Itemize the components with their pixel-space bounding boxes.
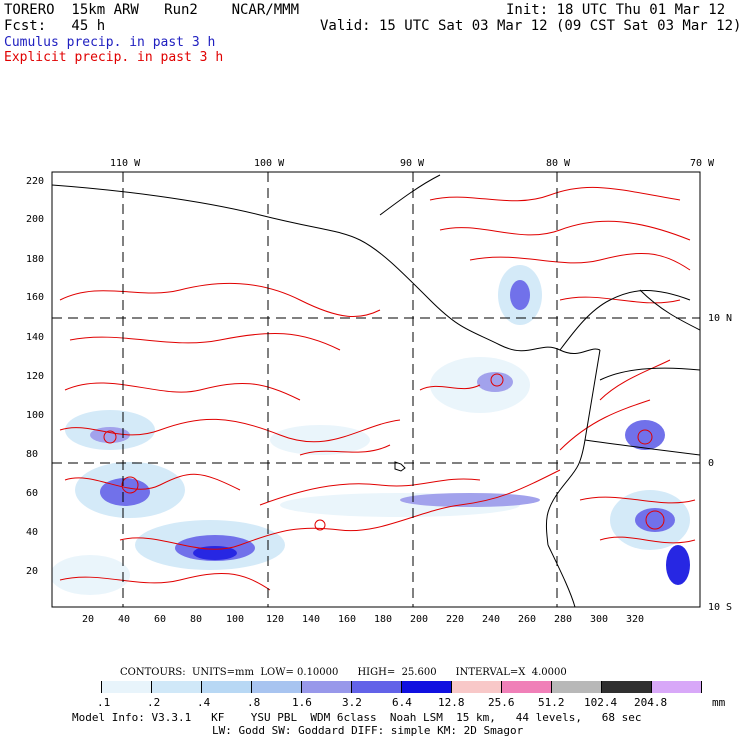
map-frame xyxy=(51,171,701,608)
colorbar-bin xyxy=(302,681,352,693)
colorbar-label: 12.8 xyxy=(438,696,465,709)
y-label: 220 xyxy=(26,176,45,187)
colorbar-label: .2 xyxy=(147,696,161,709)
y-label: 200 xyxy=(26,214,45,225)
x-label: 220 xyxy=(446,614,465,625)
latlon-grid xyxy=(52,172,700,607)
x-label: 160 xyxy=(338,614,357,625)
cumulus-legend: Cumulus precip. in past 3 h xyxy=(4,35,216,50)
y-label: 60 xyxy=(26,488,39,499)
colorbar-units: mm xyxy=(712,696,726,709)
model-physics: LW: Godd SW: Goddard DIFF: simple KM: 2D… xyxy=(212,724,524,737)
x-label: 140 xyxy=(302,614,321,625)
y-label: 180 xyxy=(26,254,45,265)
lon-label-110w: 110 W xyxy=(110,158,141,169)
colorbar-bin xyxy=(352,681,402,693)
lon-label-70w: 70 W xyxy=(690,158,715,169)
x-label: 200 xyxy=(410,614,429,625)
lat-label-10s: 10 S xyxy=(708,602,733,613)
x-label: 280 xyxy=(554,614,573,625)
model-info: Model Info: V3.3.1 KF YSU PBL WDM 6class… xyxy=(72,711,642,724)
x-label: 180 xyxy=(374,614,393,625)
x-label: 60 xyxy=(154,614,167,625)
colorbar-bin xyxy=(102,681,152,693)
x-label: 80 xyxy=(190,614,203,625)
lon-label-80w: 80 W xyxy=(546,158,571,169)
x-label: 260 xyxy=(518,614,537,625)
x-label: 40 xyxy=(118,614,131,625)
header-title: TORERO 15km ARW Run2 NCAR/MMM xyxy=(4,2,300,18)
y-label: 100 xyxy=(26,410,45,421)
x-label: 20 xyxy=(82,614,95,625)
init-time: Init: 18 UTC Thu 01 Mar 12 xyxy=(506,2,726,18)
colorbar-bin xyxy=(402,681,452,693)
lat-label-10n: 10 N xyxy=(708,313,733,324)
colorbar-label: 204.8 xyxy=(634,696,668,709)
y-label: 20 xyxy=(26,566,39,577)
cumulus-precip-shading xyxy=(52,265,690,595)
colorbar-label: 51.2 xyxy=(538,696,565,709)
colorbar-bin xyxy=(152,681,202,693)
colorbar-label: 25.6 xyxy=(488,696,515,709)
lat-label-0: 0 xyxy=(708,458,715,469)
colorbar-label: .4 xyxy=(197,696,211,709)
colorbar-bin xyxy=(252,681,302,693)
colorbar-bin xyxy=(452,681,502,693)
lon-label-100w: 100 W xyxy=(254,158,285,169)
colorbar-label: 6.4 xyxy=(392,696,412,709)
x-label: 300 xyxy=(590,614,609,625)
forecast-hour: Fcst: 45 h xyxy=(4,18,106,34)
valid-time: Valid: 15 UTC Sat 03 Mar 12 (09 CST Sat … xyxy=(320,18,740,34)
colorbar-label: .1 xyxy=(97,696,111,709)
x-label: 320 xyxy=(626,614,645,625)
y-label: 40 xyxy=(26,527,39,538)
colorbar-bin xyxy=(652,681,702,693)
x-label: 100 xyxy=(226,614,245,625)
y-label: 140 xyxy=(26,332,45,343)
colorbar-label: .8 xyxy=(247,696,261,709)
coastlines xyxy=(52,174,700,607)
lon-label-90w: 90 W xyxy=(400,158,425,169)
colorbar-label: 102.4 xyxy=(584,696,618,709)
contours-info: CONTOURS: UNITS=mm LOW= 0.10000 HIGH= 25… xyxy=(120,667,567,678)
explicit-precip-contours xyxy=(59,186,696,591)
colorbar-bin xyxy=(202,681,252,693)
colorbar-bin xyxy=(552,681,602,693)
x-label: 120 xyxy=(266,614,285,625)
colorbar-label: 1.6 xyxy=(292,696,312,709)
y-label: 80 xyxy=(26,449,39,460)
explicit-legend: Explicit precip. in past 3 h xyxy=(4,50,224,65)
colorbar-bin xyxy=(602,681,652,693)
colorbar-bin xyxy=(502,681,552,693)
colorbar-label: 3.2 xyxy=(342,696,362,709)
colorbar-bin xyxy=(52,681,102,693)
y-label: 120 xyxy=(26,371,45,382)
y-label: 160 xyxy=(26,292,45,303)
x-label: 240 xyxy=(482,614,501,625)
